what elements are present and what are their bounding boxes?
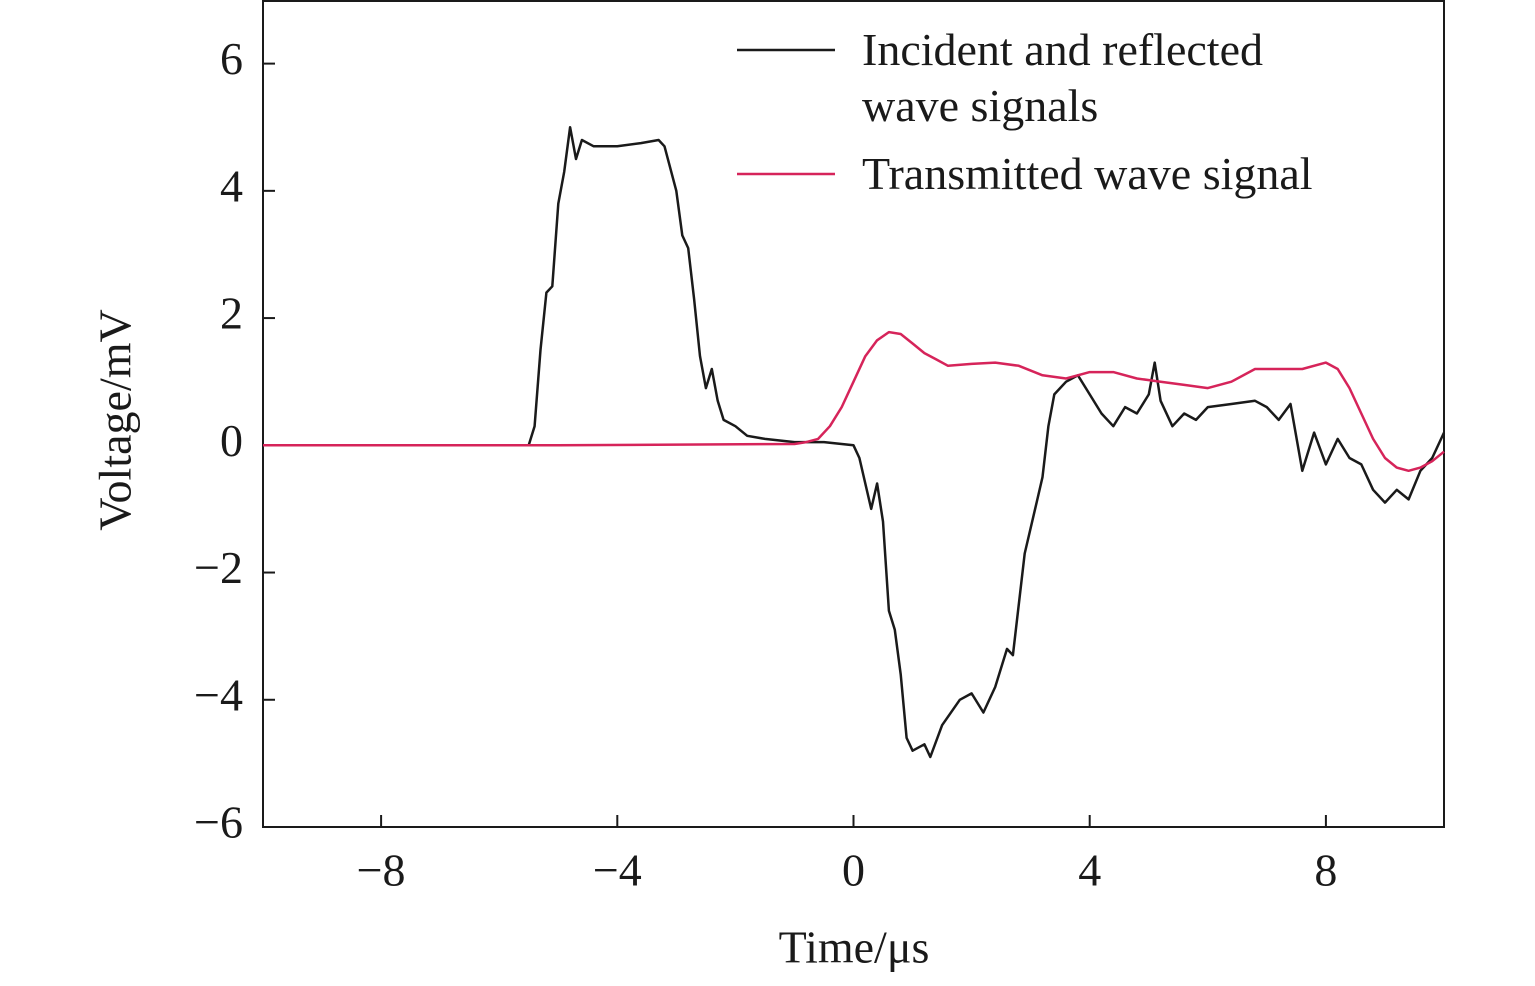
x-tick-label: 8 [1314,845,1337,896]
series-line [263,125,1446,759]
y-tick-label: 4 [220,160,243,211]
series-line [263,330,1445,473]
y-axis-label: Voltage/mV [90,309,141,530]
y-tick-label: 2 [220,288,243,339]
y-tick-label: −4 [194,669,243,720]
plot-frame [262,0,1445,828]
x-tick-label: −8 [357,845,406,896]
y-tick-label: 0 [220,415,243,466]
y-tick-label: −2 [194,542,243,593]
y-tick-label: 6 [220,33,243,84]
legend-label: Transmitted wave signal [862,148,1313,199]
x-tick-label: 4 [1078,845,1101,896]
x-tick-label: 0 [842,845,865,896]
legend-label: Incident and reflected wave signals [862,24,1263,131]
y-tick-label: −6 [194,797,243,848]
x-tick-label: −4 [593,845,642,896]
x-axis-label: Time/μs [779,922,930,973]
